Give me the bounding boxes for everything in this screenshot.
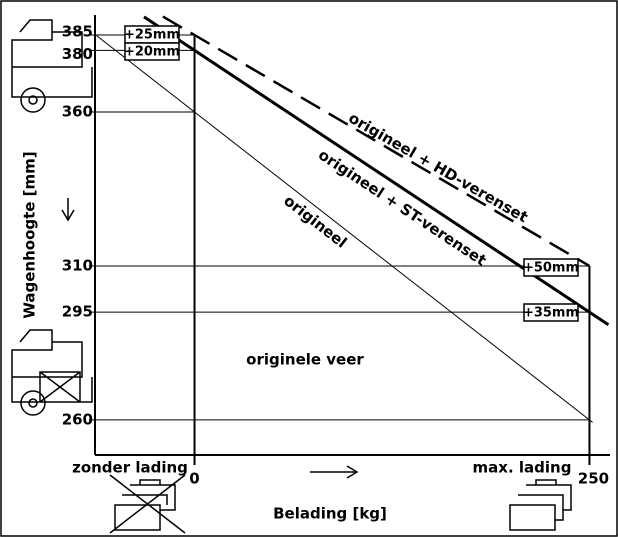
annotation: originele veer xyxy=(246,351,364,369)
x-tick-label: 250 xyxy=(578,470,609,488)
annotation: zonder lading xyxy=(72,459,188,477)
y-tick-label: 360 xyxy=(62,102,93,120)
y-tick-label: 380 xyxy=(62,45,93,63)
series-label: origineel xyxy=(280,191,350,251)
x-tick-label: 0 xyxy=(189,470,199,488)
series-line xyxy=(144,17,608,325)
y-tick-label: 295 xyxy=(62,303,93,321)
annotation: +50mm xyxy=(523,261,579,276)
y-tick-label: 310 xyxy=(62,256,93,274)
series-label: origineel + ST-verenset xyxy=(315,146,490,270)
y-tick-label: 385 xyxy=(62,23,93,41)
annotation: max. lading xyxy=(473,459,572,477)
y-tick-label: 260 xyxy=(62,410,93,428)
chart: Wagenhoogte [mm] Belading [kg] 0 250 260 29… xyxy=(0,0,618,537)
annotation: +20mm xyxy=(124,45,180,60)
annotation: +25mm xyxy=(124,28,180,43)
annotation: +35mm xyxy=(523,306,579,321)
y-axis-label: Wagenhoogte [mm] xyxy=(21,151,39,318)
x-axis-label: Belading [kg] xyxy=(273,505,387,523)
